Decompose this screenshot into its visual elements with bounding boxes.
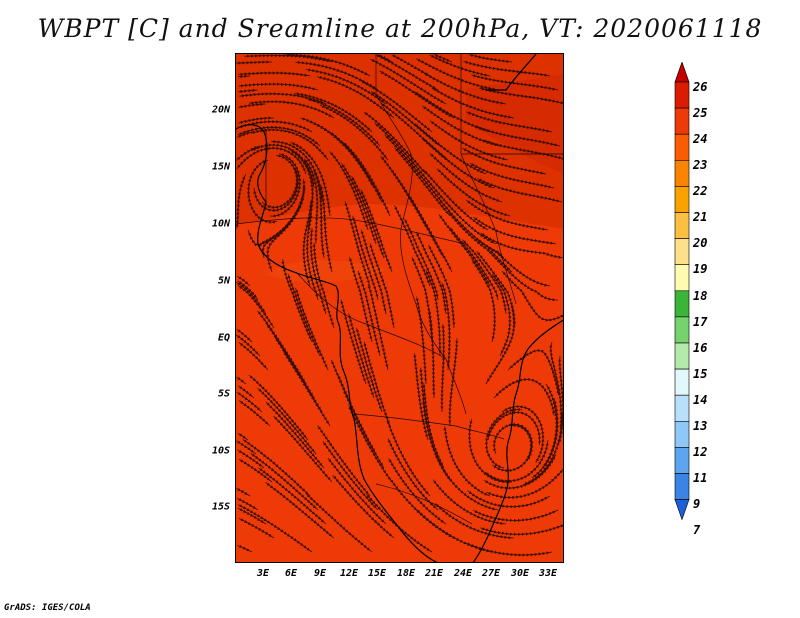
lat-label-5n: 5N bbox=[217, 275, 230, 287]
colorbar-swatch bbox=[674, 316, 690, 344]
colorbar bbox=[674, 62, 690, 521]
streamline bbox=[369, 243, 395, 329]
colorbar-label: 24 bbox=[693, 132, 708, 146]
lat-label-10n: 10N bbox=[211, 218, 230, 230]
colorbar-label: 16 bbox=[693, 341, 708, 355]
streamline bbox=[312, 242, 335, 329]
lon-label-15e: 15E bbox=[367, 568, 387, 579]
lat-label-15n: 15N bbox=[211, 161, 230, 173]
streamline bbox=[237, 433, 249, 441]
colorbar-swatch bbox=[674, 447, 690, 474]
colorbar-swatch bbox=[674, 186, 690, 213]
streamline bbox=[236, 173, 247, 229]
colorbar-swatch bbox=[674, 212, 690, 239]
colorbar-swatch bbox=[674, 238, 690, 266]
streamline bbox=[507, 348, 560, 396]
streamline bbox=[485, 303, 516, 385]
lon-label-9e: 9E bbox=[313, 568, 327, 579]
colorbar-swatch bbox=[674, 394, 690, 422]
colorbar-label: 7 bbox=[693, 523, 701, 537]
lon-label-27e: 27E bbox=[481, 568, 501, 579]
colorbar-swatch bbox=[674, 264, 690, 292]
grads-credit: GrADS: IGES/COLA bbox=[4, 603, 91, 613]
colorbar-swatch bbox=[674, 107, 690, 135]
streamline bbox=[465, 542, 553, 557]
colorbar-label: 26 bbox=[693, 80, 708, 94]
colorbar-swatch bbox=[674, 160, 690, 187]
colorbar-label: 11 bbox=[693, 471, 708, 485]
colorbar-label: 25 bbox=[693, 106, 708, 120]
streamline bbox=[305, 493, 373, 553]
colorbar-label: 14 bbox=[693, 393, 708, 407]
country-borders bbox=[236, 54, 563, 525]
colorbar-label: 20 bbox=[693, 236, 708, 250]
streamlines bbox=[236, 54, 563, 557]
colorbar-swatch bbox=[674, 473, 690, 500]
lat-label-15s: 15S bbox=[211, 501, 230, 513]
streamline bbox=[238, 88, 259, 94]
lat-label-eq: EQ bbox=[217, 332, 230, 344]
colorbar-label: 21 bbox=[693, 210, 708, 224]
colorbar-swatch bbox=[674, 81, 690, 109]
colorbar-label: 12 bbox=[693, 445, 708, 459]
lat-label-20n: 20N bbox=[211, 104, 230, 116]
colorbar-swatch bbox=[674, 342, 690, 370]
colorbar-label: 18 bbox=[693, 289, 708, 303]
lat-label-10s: 10S bbox=[211, 445, 230, 457]
colorbar-label: 19 bbox=[693, 262, 708, 276]
lat-label-5s: 5S bbox=[217, 388, 230, 400]
colorbar-label: 9 bbox=[693, 497, 701, 511]
lon-label-24e: 24E bbox=[453, 568, 473, 579]
colorbar-swatch bbox=[674, 368, 690, 396]
map-title: WBPT [C] and Sreamline at 200hPa, VT: 20… bbox=[37, 14, 763, 43]
colorbar-label: 17 bbox=[693, 315, 708, 329]
colorbar-min-arrow bbox=[674, 499, 690, 521]
lon-label-21e: 21E bbox=[424, 568, 444, 579]
colorbar-label: 23 bbox=[693, 158, 708, 172]
colorbar-label: 15 bbox=[693, 367, 708, 381]
streamline bbox=[237, 504, 313, 553]
streamline bbox=[236, 487, 251, 497]
lon-label-18e: 18E bbox=[396, 568, 416, 579]
colorbar-swatch bbox=[674, 133, 690, 161]
streamline bbox=[425, 269, 442, 356]
map-panel bbox=[235, 53, 564, 563]
colorbar-label: 22 bbox=[693, 184, 708, 198]
map-canvas bbox=[236, 54, 563, 562]
streamline bbox=[236, 376, 247, 385]
colorbar-swatch bbox=[674, 420, 690, 448]
coastlines bbox=[236, 54, 563, 562]
colorbar-max-arrow bbox=[674, 62, 690, 83]
lon-label-6e: 6E bbox=[284, 568, 298, 579]
lon-label-3e: 3E bbox=[256, 568, 270, 579]
lon-label-33e: 33E bbox=[538, 568, 558, 579]
lon-label-12e: 12E bbox=[339, 568, 359, 579]
lon-label-30e: 30E bbox=[510, 568, 530, 579]
colorbar-swatch bbox=[674, 290, 690, 318]
colorbar-label: 13 bbox=[693, 419, 708, 433]
